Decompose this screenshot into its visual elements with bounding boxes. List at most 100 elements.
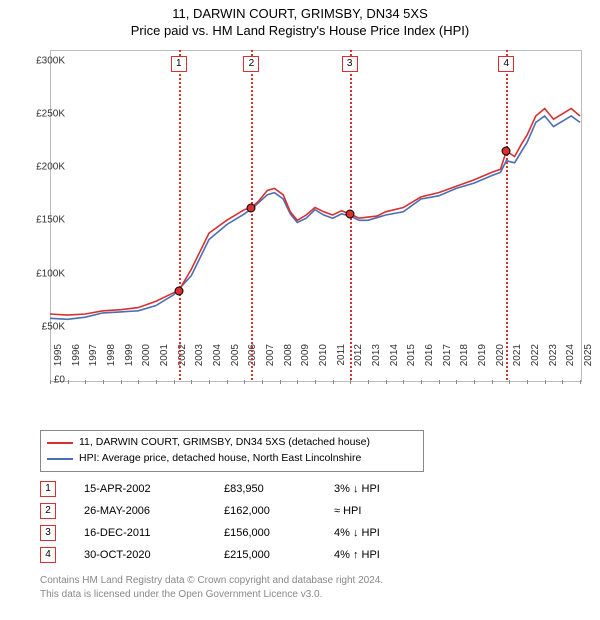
table-date: 15-APR-2002 xyxy=(84,483,224,495)
table-price: £162,000 xyxy=(224,505,334,517)
table-marker-4: 4 xyxy=(40,547,56,563)
x-tick-label: 2015 xyxy=(406,344,417,384)
x-tick-label: 2010 xyxy=(318,344,329,384)
table-date: 30-OCT-2020 xyxy=(84,549,224,561)
footer: Contains HM Land Registry data © Crown c… xyxy=(40,574,383,601)
x-tick xyxy=(474,380,475,384)
table-hpi: 4% ↑ HPI xyxy=(334,549,454,561)
x-tick xyxy=(85,380,86,384)
marker-vline xyxy=(506,50,508,380)
x-tick-label: 2024 xyxy=(565,344,576,384)
table-price: £83,950 xyxy=(224,483,334,495)
x-tick xyxy=(138,380,139,384)
x-tick xyxy=(174,380,175,384)
x-tick-label: 1999 xyxy=(124,344,135,384)
x-tick xyxy=(280,380,281,384)
x-tick xyxy=(421,380,422,384)
x-tick xyxy=(545,380,546,384)
x-tick xyxy=(403,380,404,384)
x-tick-label: 1996 xyxy=(71,344,82,384)
y-tick-label: £250K xyxy=(36,108,65,119)
table-row: 3 16-DEC-2011 £156,000 4% ↓ HPI xyxy=(40,522,454,544)
marker-vline xyxy=(251,50,253,380)
x-tick-label: 2014 xyxy=(389,344,400,384)
y-tick-label: £300K xyxy=(36,55,65,66)
x-tick xyxy=(209,380,210,384)
marker-box-4: 4 xyxy=(498,56,514,72)
x-tick-label: 2013 xyxy=(371,344,382,384)
legend-row-red: 11, DARWIN COURT, GRIMSBY, DN34 5XS (det… xyxy=(47,435,417,451)
x-tick xyxy=(191,380,192,384)
x-tick-label: 2012 xyxy=(353,344,364,384)
x-tick xyxy=(227,380,228,384)
marker-box-3: 3 xyxy=(342,56,358,72)
x-tick xyxy=(121,380,122,384)
x-tick xyxy=(562,380,563,384)
sales-table: 1 15-APR-2002 £83,950 3% ↓ HPI 2 26-MAY-… xyxy=(40,478,454,566)
x-tick-label: 2018 xyxy=(459,344,470,384)
table-hpi: 4% ↓ HPI xyxy=(334,527,454,539)
x-tick xyxy=(333,380,334,384)
x-tick-label: 1998 xyxy=(106,344,117,384)
x-tick xyxy=(297,380,298,384)
marker-box-1: 1 xyxy=(171,56,187,72)
page: 11, DARWIN COURT, GRIMSBY, DN34 5XS Pric… xyxy=(0,0,600,620)
legend: 11, DARWIN COURT, GRIMSBY, DN34 5XS (det… xyxy=(40,430,424,472)
footer-line2: This data is licensed under the Open Gov… xyxy=(40,588,383,602)
marker-vline xyxy=(179,50,181,380)
x-tick xyxy=(315,380,316,384)
x-tick xyxy=(156,380,157,384)
y-tick-label: £200K xyxy=(36,162,65,173)
x-tick xyxy=(368,380,369,384)
legend-swatch-blue xyxy=(47,458,73,460)
table-marker-1: 1 xyxy=(40,481,56,497)
sale-point-2 xyxy=(247,203,256,212)
x-tick xyxy=(262,380,263,384)
x-tick xyxy=(439,380,440,384)
x-tick-label: 2016 xyxy=(424,344,435,384)
table-row: 1 15-APR-2002 £83,950 3% ↓ HPI xyxy=(40,478,454,500)
y-tick-label: £150K xyxy=(36,215,65,226)
series-price-paid xyxy=(50,109,580,316)
x-tick-label: 2019 xyxy=(477,344,488,384)
table-price: £156,000 xyxy=(224,527,334,539)
footer-line1: Contains HM Land Registry data © Crown c… xyxy=(40,574,383,588)
table-date: 26-MAY-2006 xyxy=(84,505,224,517)
x-tick-label: 2007 xyxy=(265,344,276,384)
marker-box-2: 2 xyxy=(243,56,259,72)
x-tick xyxy=(527,380,528,384)
x-tick-label: 2003 xyxy=(194,344,205,384)
x-tick xyxy=(456,380,457,384)
table-hpi: 3% ↓ HPI xyxy=(334,483,454,495)
x-tick-label: 1997 xyxy=(88,344,99,384)
table-hpi: ≈ HPI xyxy=(334,505,454,517)
x-tick-label: 2025 xyxy=(583,344,594,384)
x-tick-label: 2020 xyxy=(495,344,506,384)
x-tick-label: 2009 xyxy=(300,344,311,384)
table-price: £215,000 xyxy=(224,549,334,561)
x-tick-label: 2008 xyxy=(283,344,294,384)
table-row: 2 26-MAY-2006 £162,000 ≈ HPI xyxy=(40,500,454,522)
x-tick xyxy=(386,380,387,384)
y-tick-label: £50K xyxy=(42,321,65,332)
table-date: 16-DEC-2011 xyxy=(84,527,224,539)
x-tick-label: 2023 xyxy=(548,344,559,384)
x-tick xyxy=(580,380,581,384)
x-tick-label: 2011 xyxy=(336,344,347,384)
sale-point-1 xyxy=(174,286,183,295)
x-tick-label: 2021 xyxy=(512,344,523,384)
legend-row-blue: HPI: Average price, detached house, Nort… xyxy=(47,451,417,467)
x-tick-label: 2017 xyxy=(442,344,453,384)
sale-point-3 xyxy=(345,209,354,218)
legend-swatch-red xyxy=(47,442,73,444)
x-tick-label: 2000 xyxy=(141,344,152,384)
legend-label-red: 11, DARWIN COURT, GRIMSBY, DN34 5XS (det… xyxy=(79,435,370,451)
y-tick-label: £100K xyxy=(36,268,65,279)
sale-point-4 xyxy=(502,147,511,156)
x-tick xyxy=(492,380,493,384)
x-tick xyxy=(509,380,510,384)
x-tick xyxy=(103,380,104,384)
x-tick-label: 1995 xyxy=(53,344,64,384)
table-marker-2: 2 xyxy=(40,503,56,519)
series-hpi xyxy=(50,116,580,319)
